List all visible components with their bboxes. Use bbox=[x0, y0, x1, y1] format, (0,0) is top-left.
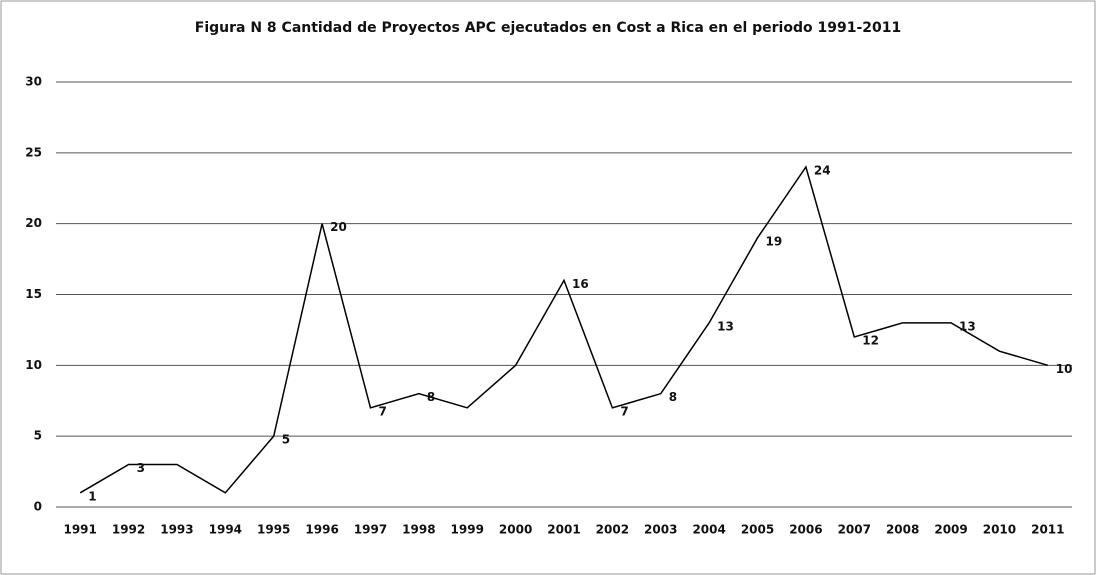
data-label: 8 bbox=[669, 390, 677, 404]
data-label: 3 bbox=[137, 461, 145, 475]
x-tick-label: 1996 bbox=[305, 523, 338, 537]
x-tick-label: 2000 bbox=[499, 523, 532, 537]
data-label: 10 bbox=[1056, 362, 1073, 376]
x-tick-label: 2007 bbox=[838, 523, 871, 537]
data-label: 19 bbox=[766, 234, 783, 248]
line bbox=[79, 165, 1049, 494]
x-tick-label: 2005 bbox=[741, 523, 774, 537]
y-tick-label: 30 bbox=[25, 75, 42, 89]
x-tick-label: 1992 bbox=[112, 523, 145, 537]
data-label: 12 bbox=[862, 334, 879, 348]
data-label: 7 bbox=[378, 404, 386, 418]
y-tick-label: 15 bbox=[25, 287, 42, 301]
y-tick-label: 10 bbox=[25, 358, 42, 372]
x-tick-label: 2003 bbox=[644, 523, 677, 537]
x-tick-label: 2008 bbox=[886, 523, 919, 537]
y-tick-label: 25 bbox=[25, 145, 42, 159]
data-label: 16 bbox=[572, 277, 589, 291]
x-tick-label: 2002 bbox=[596, 523, 629, 537]
x-tick-label: 1991 bbox=[63, 523, 96, 537]
data-label: 8 bbox=[427, 390, 435, 404]
x-tick-label: 1994 bbox=[209, 523, 242, 537]
data-label: 5 bbox=[282, 433, 290, 447]
x-tick-label: 1995 bbox=[257, 523, 290, 537]
y-tick-label: 0 bbox=[34, 500, 42, 514]
data-label: 1 bbox=[88, 489, 96, 503]
x-tick-label: 1997 bbox=[354, 523, 387, 537]
x-tick-label: 1999 bbox=[451, 523, 484, 537]
y-tick-label: 20 bbox=[25, 216, 42, 230]
chart-title: Figura N 8 Cantidad de Proyectos APC eje… bbox=[195, 20, 901, 36]
x-tick-label: 2006 bbox=[789, 523, 822, 537]
x-tick-label: 2011 bbox=[1031, 523, 1064, 537]
data-label: 13 bbox=[959, 319, 976, 333]
x-tick-label: 1998 bbox=[402, 523, 435, 537]
x-tick-label: 2010 bbox=[983, 523, 1016, 537]
y-tick-label: 5 bbox=[34, 429, 42, 443]
data-label: 7 bbox=[620, 404, 628, 418]
data-label: 13 bbox=[717, 319, 734, 333]
data-label: 20 bbox=[330, 220, 347, 234]
x-tick-label: 1993 bbox=[160, 523, 193, 537]
x-tick-label: 2009 bbox=[934, 523, 967, 537]
x-tick-label: 2001 bbox=[547, 523, 580, 537]
x-tick-label: 2004 bbox=[692, 523, 725, 537]
data-label: 24 bbox=[814, 164, 831, 178]
